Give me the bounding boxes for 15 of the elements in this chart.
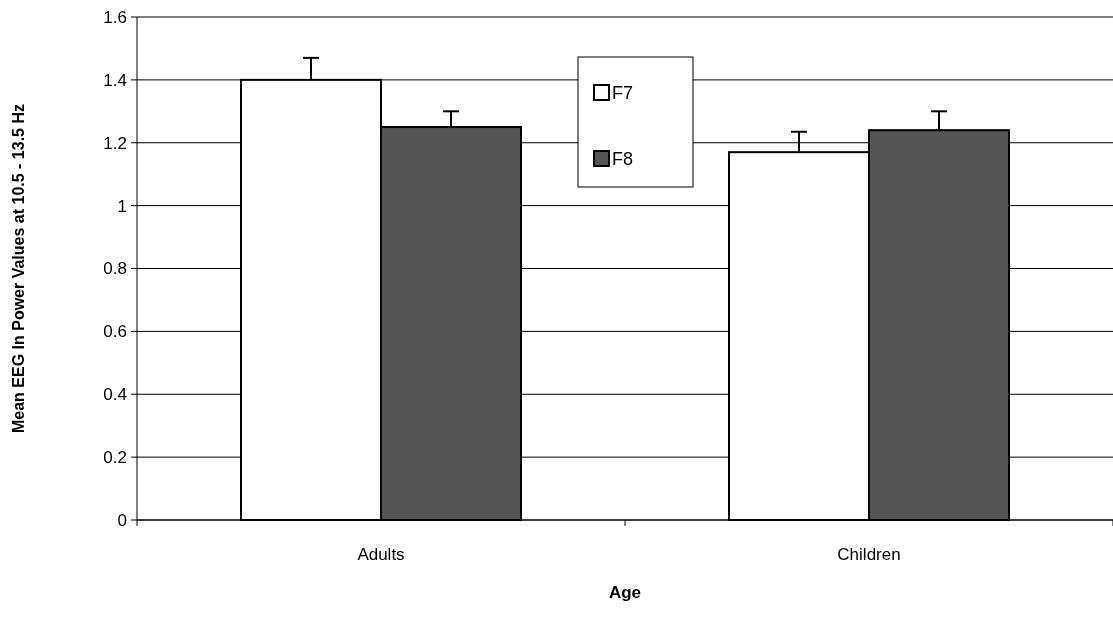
- x-axis-title: Age: [608, 583, 642, 602]
- y-tick-label: 0.2: [103, 448, 127, 468]
- y-tick-label: 0.6: [103, 322, 127, 342]
- y-tick-label: 0.8: [103, 259, 127, 279]
- y-tick-label: 0: [117, 510, 127, 530]
- y-tick-label: 1.2: [103, 133, 127, 153]
- x-tick-label: Adults: [357, 545, 405, 564]
- legend-label: F7: [612, 83, 634, 104]
- y-tick-label: 0.4: [103, 385, 127, 405]
- y-axis-title: Mean EEG In Power Values at 10.5 - 13.5 Hz: [10, 103, 27, 434]
- legend-label: F8: [612, 149, 634, 170]
- y-tick-label: 1.4: [103, 70, 127, 90]
- y-tick-label: 1.6: [103, 7, 127, 27]
- x-tick-label: Children: [837, 545, 901, 564]
- y-tick-label: 1: [117, 196, 127, 216]
